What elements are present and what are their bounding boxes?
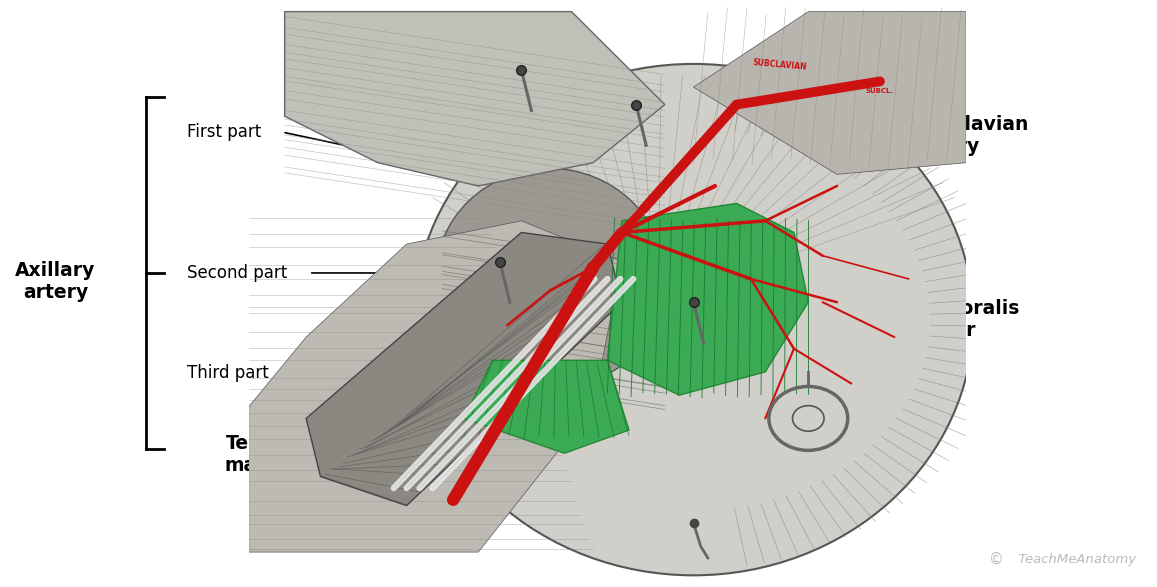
Polygon shape — [607, 203, 809, 395]
Text: Second part: Second part — [187, 264, 288, 282]
Text: SUBCL.: SUBCL. — [865, 88, 894, 94]
Ellipse shape — [435, 168, 665, 389]
Text: SUBCLAVIAN: SUBCLAVIAN — [752, 58, 808, 72]
Polygon shape — [693, 12, 966, 174]
Text: TeachMeAnatomy: TeachMeAnatomy — [1010, 554, 1136, 566]
Text: Axillary
artery: Axillary artery — [15, 261, 96, 302]
Polygon shape — [307, 232, 621, 505]
Text: First part: First part — [187, 123, 261, 141]
Ellipse shape — [414, 64, 973, 575]
Polygon shape — [249, 221, 621, 552]
Polygon shape — [285, 12, 665, 186]
Text: Pectoralis
minor: Pectoralis minor — [914, 299, 1019, 340]
Text: Teres
major: Teres major — [224, 434, 285, 475]
Polygon shape — [464, 360, 629, 453]
Text: Third part: Third part — [187, 364, 270, 382]
Text: ©: © — [989, 551, 1004, 566]
Text: Subclavian
artery: Subclavian artery — [914, 114, 1030, 156]
Text: Brachial
artery: Brachial artery — [339, 511, 425, 552]
